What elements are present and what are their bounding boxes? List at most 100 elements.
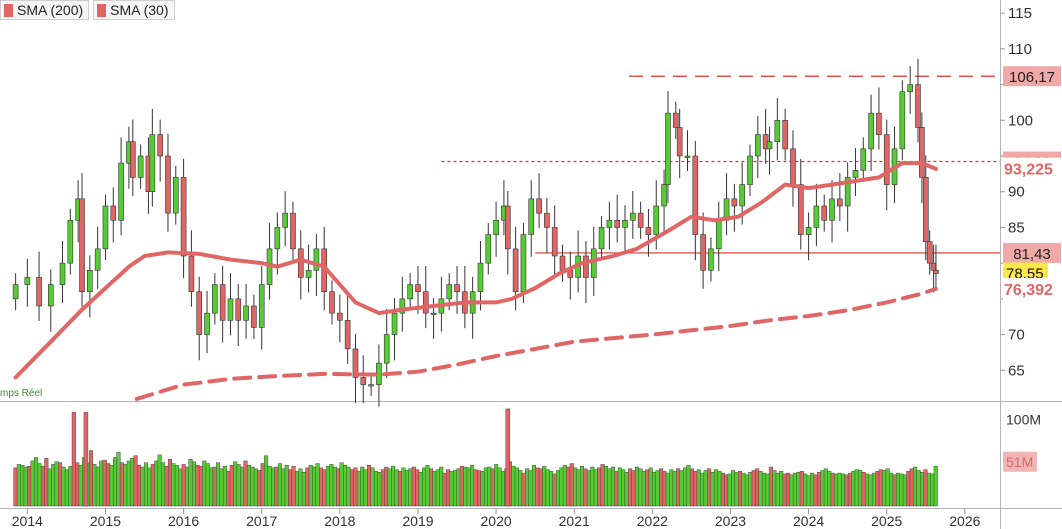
volume-bar-up xyxy=(209,467,214,507)
volume-bar-down xyxy=(336,468,341,507)
candle-down xyxy=(797,184,804,235)
volume-bar-up xyxy=(295,471,300,507)
candle-down xyxy=(915,84,921,128)
volume-bar-up xyxy=(703,470,708,507)
volume-bar-up xyxy=(78,465,83,507)
volume-bar-up xyxy=(586,470,591,507)
volume-bar-up xyxy=(332,466,337,507)
volume-bar-up xyxy=(555,470,560,507)
volume-bar-up xyxy=(418,472,423,507)
candle-down xyxy=(512,248,519,293)
candle-down xyxy=(297,248,304,278)
candle-down xyxy=(544,212,550,228)
candle-up xyxy=(747,155,753,185)
volume-bar-down xyxy=(583,468,588,507)
volume-bar-up xyxy=(246,465,251,507)
candle-down xyxy=(536,198,542,214)
volume-bar-up xyxy=(669,469,674,507)
volume-bar-up xyxy=(851,471,856,507)
volume-bar-up xyxy=(562,465,567,507)
volume-bar-up xyxy=(748,472,753,507)
legend-label-sma200: SMA (200) xyxy=(17,2,84,18)
volume-bar-up xyxy=(391,465,396,507)
candle-up xyxy=(391,312,398,335)
volume-bar-up xyxy=(301,472,306,507)
candle-down xyxy=(790,148,796,185)
volume-bar-up xyxy=(387,468,392,507)
candle-up xyxy=(67,219,74,264)
volume-bar-up xyxy=(23,466,28,507)
volume-bar-up xyxy=(511,465,516,507)
candle-down xyxy=(645,227,652,235)
candle-up xyxy=(24,277,31,285)
level-label-box xyxy=(1003,66,1061,87)
volume-bar-down xyxy=(119,462,124,507)
volume-bar-down xyxy=(384,466,389,507)
volume-bar-up xyxy=(871,472,876,507)
volume-bar-down xyxy=(521,472,526,507)
volume-bar-down xyxy=(102,459,107,507)
legend-item-sma30[interactable]: SMA (30) xyxy=(93,0,175,20)
volume-bar-down xyxy=(44,458,49,507)
volume-bar-up xyxy=(422,467,427,507)
y-tick-label: 65 xyxy=(1008,362,1025,379)
volume-bar-down xyxy=(195,465,200,507)
volume-bar-down xyxy=(892,474,897,507)
volume-bar-down xyxy=(380,469,385,507)
volume-bar-up xyxy=(281,468,286,507)
volume-bar-up xyxy=(233,461,238,507)
candle-up xyxy=(899,91,906,150)
volume-bar-up xyxy=(933,465,938,507)
candle-up xyxy=(430,312,437,315)
candle-up xyxy=(47,284,54,307)
volume-bar-down xyxy=(751,470,756,507)
candle-down xyxy=(235,298,242,321)
candle-down xyxy=(583,255,589,278)
volume-bar-up xyxy=(545,469,550,507)
volume-bar-up xyxy=(913,466,918,507)
candle-up xyxy=(227,298,234,321)
volume-bar-up xyxy=(20,465,25,507)
volume-bar-up xyxy=(216,462,221,507)
candle-down xyxy=(157,134,163,157)
volume-bar-up xyxy=(171,463,176,507)
volume-bar-up xyxy=(277,463,282,507)
legend-item-sma200[interactable]: SMA (200) xyxy=(0,0,90,20)
volume-bar-down xyxy=(906,471,911,507)
volume-bar-down xyxy=(27,465,32,507)
volume-bar-up xyxy=(253,468,258,507)
x-tick-label: 2016 xyxy=(168,513,199,529)
candle-up xyxy=(305,269,312,278)
volume-bar-down xyxy=(411,466,416,507)
sma30-line xyxy=(13,161,938,380)
volume-bar-up xyxy=(854,469,859,507)
volume-bar-up xyxy=(68,465,73,507)
volume-bar-up xyxy=(325,465,330,507)
volume-bar-down xyxy=(782,473,787,507)
volume-bar-up xyxy=(590,466,595,507)
candle-down xyxy=(180,177,187,257)
volume-bar-up xyxy=(930,473,935,507)
realtime-note: mps Réel xyxy=(0,388,43,399)
x-tick-label: 2020 xyxy=(481,513,512,529)
volume-bar-up xyxy=(425,465,430,507)
volume-bar-down xyxy=(600,464,605,507)
x-tick-label: 2018 xyxy=(324,513,355,529)
volume-bar-up xyxy=(823,468,828,507)
volume-bar-peak xyxy=(83,412,89,507)
volume-bar-down xyxy=(861,472,866,507)
candle-up xyxy=(118,162,124,221)
volume-bar-up xyxy=(298,468,303,507)
volume-bar-up xyxy=(655,470,660,507)
candle-down xyxy=(919,127,925,178)
volume-bar-up xyxy=(174,465,179,507)
volume-bar-up xyxy=(803,473,808,507)
candle-down xyxy=(782,119,788,150)
volume-bar-up xyxy=(889,472,894,507)
volume-bar-up xyxy=(51,464,56,507)
volume-bar-up xyxy=(92,464,97,507)
volume-bar-down xyxy=(58,462,63,507)
volume-bar-up xyxy=(865,473,870,507)
volume-bar-up xyxy=(109,465,114,507)
candle-down xyxy=(130,141,136,178)
